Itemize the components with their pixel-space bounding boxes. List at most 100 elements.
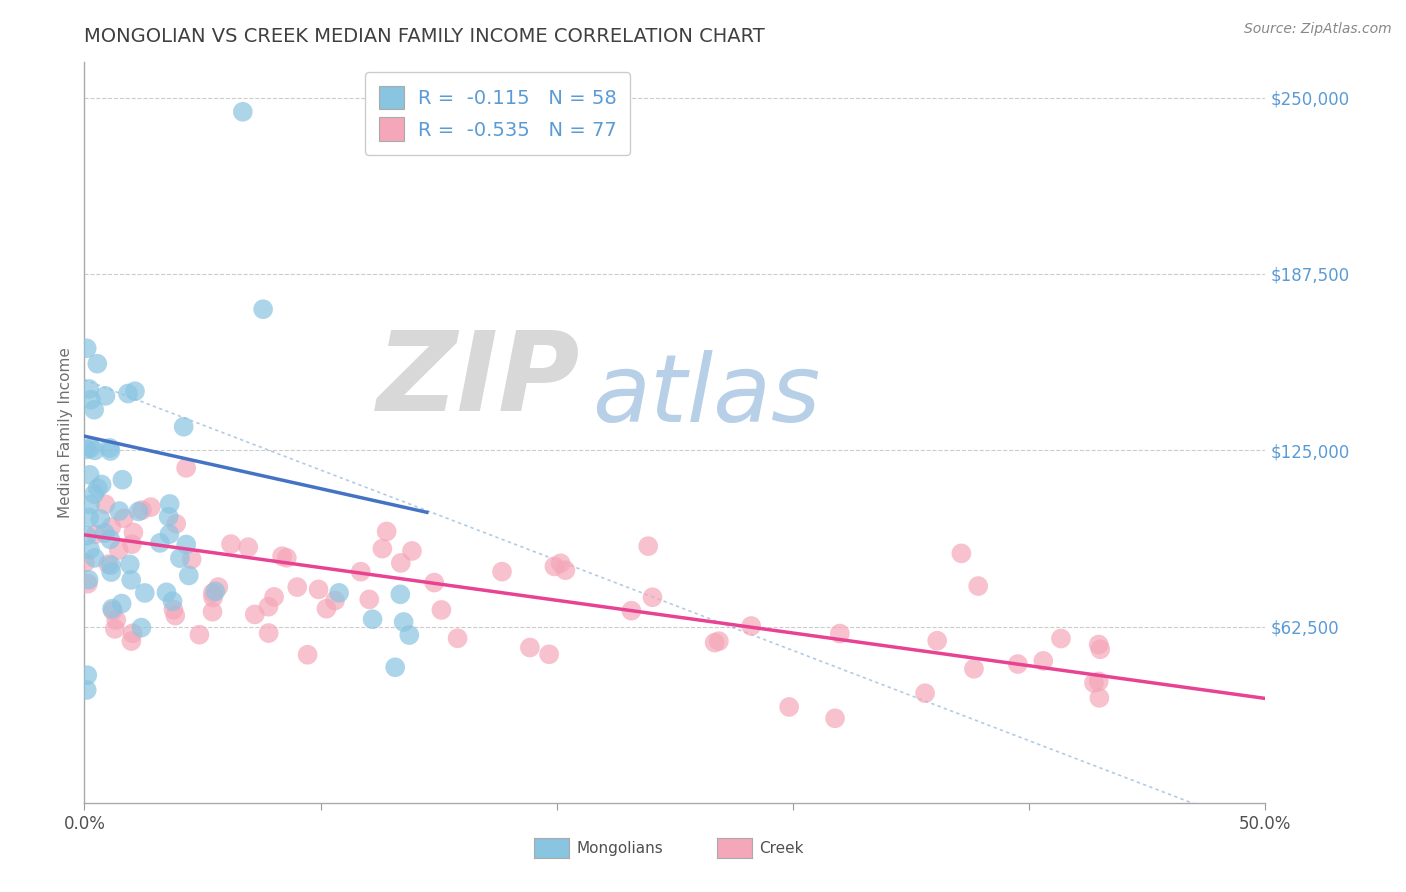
Point — [430, 603, 453, 617]
Point — [271, 549, 294, 564]
Point — [1087, 638, 1109, 652]
Point — [963, 662, 986, 676]
Point — [927, 633, 949, 648]
Text: Source: ZipAtlas.com: Source: ZipAtlas.com — [1244, 22, 1392, 37]
Point — [257, 599, 280, 614]
Point — [169, 551, 191, 566]
Point — [100, 520, 122, 534]
Point — [778, 700, 800, 714]
Point — [201, 605, 224, 619]
Text: Creek: Creek — [759, 841, 804, 855]
Point — [201, 586, 224, 600]
Point — [637, 539, 659, 553]
Point — [134, 586, 156, 600]
Point — [1088, 690, 1111, 705]
Text: ZIP: ZIP — [377, 327, 581, 434]
Point — [131, 503, 153, 517]
Point — [263, 590, 285, 604]
Point — [232, 104, 254, 119]
Point — [392, 615, 415, 629]
Point — [328, 586, 350, 600]
Point — [446, 632, 468, 646]
Point — [276, 550, 298, 565]
Point — [519, 640, 541, 655]
Point — [157, 527, 180, 541]
Point — [423, 575, 446, 590]
Point — [86, 481, 108, 495]
Point — [371, 541, 394, 556]
Point — [117, 386, 139, 401]
Point — [398, 628, 420, 642]
Point — [1032, 654, 1054, 668]
Point — [323, 593, 346, 607]
Point — [914, 686, 936, 700]
Point — [703, 635, 725, 649]
Point — [98, 441, 121, 455]
Point — [350, 565, 373, 579]
Point — [641, 591, 664, 605]
Point — [257, 626, 280, 640]
Point — [76, 576, 98, 591]
Point — [79, 467, 101, 482]
Point — [101, 604, 124, 618]
Point — [1090, 642, 1112, 657]
Point — [131, 621, 153, 635]
Point — [828, 626, 851, 640]
Point — [101, 601, 124, 615]
Point — [83, 402, 105, 417]
Point — [174, 537, 197, 551]
Point — [177, 568, 200, 582]
Point — [98, 533, 121, 547]
Point — [77, 510, 100, 524]
Y-axis label: Median Family Income: Median Family Income — [58, 347, 73, 518]
Point — [112, 511, 135, 525]
Point — [550, 556, 572, 570]
Point — [121, 626, 143, 640]
Point — [121, 537, 143, 551]
Point — [100, 444, 122, 458]
Point — [124, 384, 146, 399]
Point — [165, 608, 187, 623]
Point — [620, 604, 643, 618]
Legend: R =  -0.115   N = 58, R =  -0.535   N = 77: R = -0.115 N = 58, R = -0.535 N = 77 — [366, 72, 630, 154]
Point — [100, 558, 122, 573]
Text: Mongolians: Mongolians — [576, 841, 664, 855]
Point — [89, 512, 111, 526]
Point — [173, 419, 195, 434]
Point — [180, 552, 202, 566]
Point — [100, 565, 122, 579]
Point — [118, 558, 141, 572]
Point — [80, 392, 103, 407]
Point — [204, 584, 226, 599]
Point — [79, 498, 101, 512]
Point — [159, 497, 181, 511]
Point — [554, 563, 576, 577]
Point — [76, 683, 98, 698]
Point — [297, 648, 319, 662]
Point — [243, 607, 266, 622]
Point — [97, 557, 120, 571]
Point — [162, 602, 184, 616]
Point — [83, 487, 105, 501]
Point — [76, 341, 98, 355]
Point — [104, 622, 127, 636]
Point — [79, 441, 101, 455]
Point — [1087, 674, 1109, 689]
Text: MONGOLIAN VS CREEK MEDIAN FAMILY INCOME CORRELATION CHART: MONGOLIAN VS CREEK MEDIAN FAMILY INCOME … — [84, 27, 765, 45]
Point — [389, 587, 412, 601]
Point — [76, 668, 98, 682]
Point — [107, 543, 129, 558]
Point — [375, 524, 398, 539]
Point — [94, 497, 117, 511]
Point — [389, 556, 412, 570]
Point — [188, 628, 211, 642]
Point — [83, 443, 105, 458]
Point — [122, 525, 145, 540]
Point — [108, 504, 131, 518]
Point — [111, 597, 134, 611]
Point — [120, 634, 142, 648]
Point — [79, 542, 101, 557]
Point — [73, 556, 96, 570]
Point — [950, 546, 973, 560]
Point — [111, 473, 134, 487]
